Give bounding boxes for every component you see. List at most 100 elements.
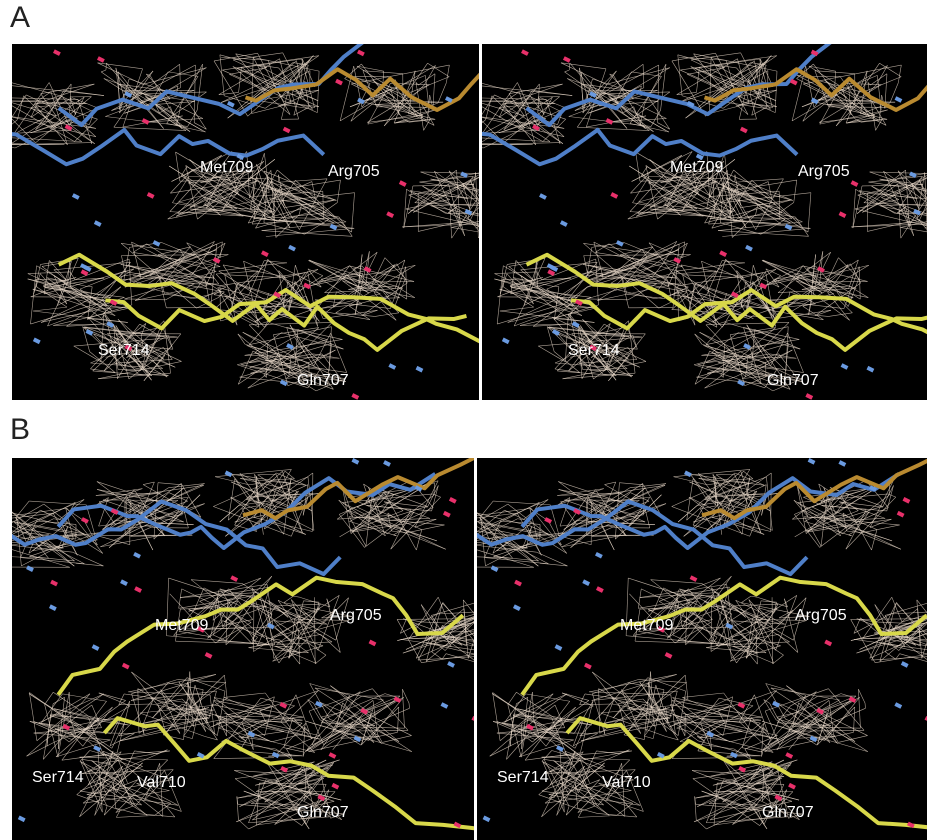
atom-tip [148, 194, 154, 197]
atom-tip [775, 796, 781, 799]
atom-tip [352, 460, 358, 463]
atom-tip [895, 98, 901, 101]
atom-tip [441, 704, 447, 707]
atom-tip [329, 754, 335, 757]
atom-tip [336, 81, 342, 84]
atom-tip [65, 126, 71, 129]
atom-tip [674, 259, 680, 262]
atom-tip [123, 665, 129, 668]
panel-letter: A [10, 1, 30, 34]
atom-tip [746, 247, 752, 250]
atom-tip [280, 704, 286, 707]
atom-tip [810, 737, 816, 740]
atom-tip [850, 698, 856, 701]
atom-tip [583, 581, 589, 584]
atom-tip [540, 195, 546, 198]
atom-tip [839, 213, 845, 216]
atom-tip [908, 823, 914, 826]
atom-tip [739, 768, 745, 771]
density-mesh [3, 109, 7, 138]
atom-tip [448, 663, 454, 666]
atom-tip [806, 395, 812, 398]
atom-tip [446, 98, 452, 101]
atom-tip [98, 58, 104, 61]
atom-tip [111, 301, 117, 304]
atom-tip [812, 99, 818, 102]
residue-label: Met709 [200, 159, 253, 176]
atom-tip [738, 381, 744, 384]
atom-tip [557, 747, 563, 750]
atom-tip [198, 754, 204, 757]
atom-tip [548, 271, 554, 274]
atom-tip [352, 395, 358, 398]
atom-tip [895, 704, 901, 707]
atom-tip [358, 51, 364, 54]
atom-tip [304, 284, 310, 287]
atom-tip [332, 785, 338, 788]
atom-tip [289, 247, 295, 250]
atom-tip [387, 213, 393, 216]
atom-tip [545, 519, 551, 522]
atom-tip [658, 754, 664, 757]
atom-tip [125, 93, 131, 96]
atom-tip [617, 242, 623, 245]
atom-tip [281, 768, 287, 771]
atom-tip [228, 103, 234, 106]
atom-tip [225, 472, 231, 475]
atom-tip [590, 93, 596, 96]
residue-label: Ser714 [98, 342, 150, 359]
atom-tip [354, 737, 360, 740]
atom-tip [555, 646, 561, 649]
atom-tip [515, 582, 521, 585]
atom-tip [741, 129, 747, 132]
residue-label: Gln707 [767, 372, 819, 389]
density-mesh [0, 114, 7, 144]
atom-tip [358, 99, 364, 102]
atom-tip [19, 817, 25, 820]
atom-tip [744, 345, 750, 348]
residue-label: Ser714 [32, 769, 84, 786]
atom-tip [825, 641, 831, 644]
atom-tip [818, 268, 824, 271]
panel-letter: B [10, 413, 30, 446]
atom-tip [248, 733, 254, 736]
atom-tip [400, 182, 406, 185]
atom-tip [606, 120, 612, 123]
atom-tip [817, 710, 823, 713]
atom-tip [666, 654, 672, 657]
atom-tip [574, 510, 580, 513]
residue-label: Gln707 [297, 804, 349, 821]
atom-tip [465, 211, 471, 214]
atom-tip [154, 242, 160, 245]
atom-tip [812, 51, 818, 54]
atom-tip [726, 625, 732, 628]
atom-tip [94, 747, 100, 750]
atom-tip [553, 331, 559, 334]
atom-tip [898, 513, 904, 516]
atom-tip [34, 339, 40, 342]
atom-tip [484, 817, 490, 820]
atom-tip [596, 554, 602, 557]
atom-tip [773, 703, 779, 706]
atom-tip [851, 182, 857, 185]
atom-tip [685, 472, 691, 475]
atom-tip [870, 487, 876, 490]
atom-tip [789, 785, 795, 788]
atom-tip [95, 222, 101, 225]
atom-tip [527, 726, 533, 729]
atom-tip [284, 129, 290, 132]
residue-label: Arg705 [330, 607, 382, 624]
density-mesh [0, 512, 6, 544]
atom-tip [914, 211, 920, 214]
figure: A B Met709Arg705Ser714Gln707Met709Arg705… [0, 0, 927, 840]
atom-tip [786, 754, 792, 757]
atom-tip [450, 499, 456, 502]
stereo-view [415, 0, 927, 400]
atom-tip [492, 567, 498, 570]
atom-tip [416, 368, 422, 371]
atom-tip [444, 513, 450, 516]
atom-tip [93, 646, 99, 649]
atom-tip [503, 339, 509, 342]
atom-tip [839, 462, 845, 465]
atom-tip [707, 733, 713, 736]
